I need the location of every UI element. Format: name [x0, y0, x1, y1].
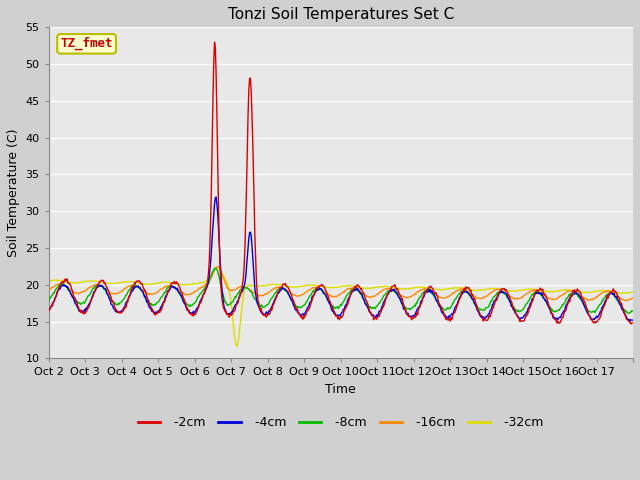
- Title: Tonzi Soil Temperatures Set C: Tonzi Soil Temperatures Set C: [228, 7, 454, 22]
- Y-axis label: Soil Temperature (C): Soil Temperature (C): [7, 129, 20, 257]
- Legend:  -2cm,  -4cm,  -8cm,  -16cm,  -32cm: -2cm, -4cm, -8cm, -16cm, -32cm: [133, 411, 548, 434]
- X-axis label: Time: Time: [326, 383, 356, 396]
- Text: TZ_fmet: TZ_fmet: [60, 37, 113, 50]
